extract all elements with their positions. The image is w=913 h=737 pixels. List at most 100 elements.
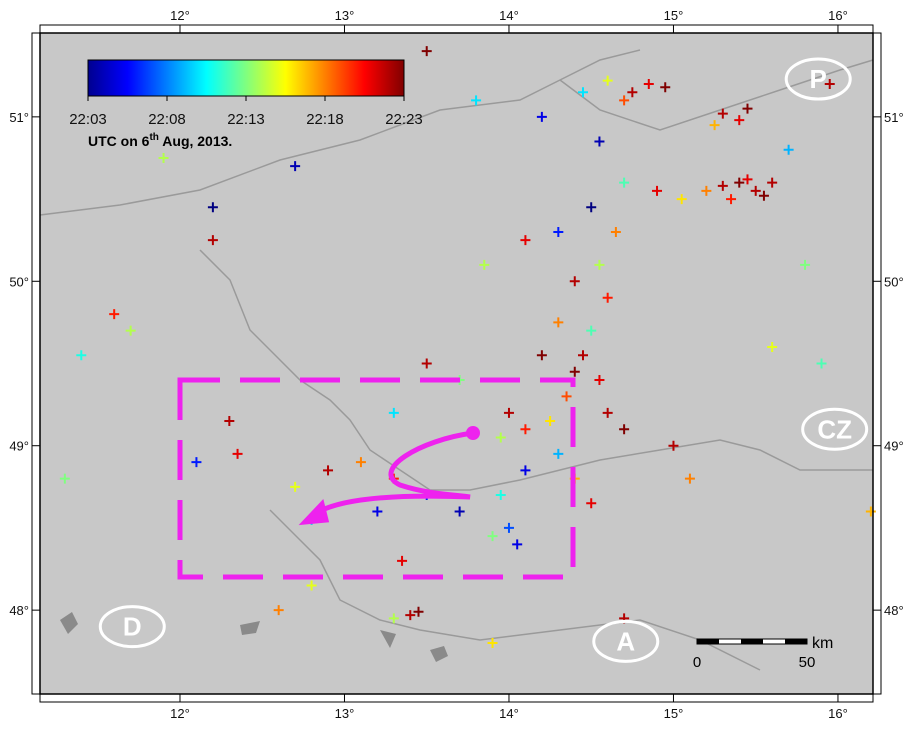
y-tick-label: 51° xyxy=(884,110,904,125)
x-tick-label: 14° xyxy=(499,8,519,23)
region-label: P xyxy=(810,64,827,94)
stroke-point xyxy=(734,177,745,188)
stroke-point xyxy=(586,325,597,336)
stroke-point xyxy=(207,235,218,246)
x-tick-label: 13° xyxy=(335,706,355,721)
stroke-point xyxy=(684,473,695,484)
region-label: D xyxy=(123,612,142,642)
caption-part: th xyxy=(149,132,158,143)
stroke-point xyxy=(610,226,621,237)
stroke-point xyxy=(619,95,630,106)
stroke-point xyxy=(421,46,432,57)
stroke-point xyxy=(561,391,572,402)
stroke-point xyxy=(487,638,498,649)
stroke-point xyxy=(323,465,334,476)
track-arrow xyxy=(298,426,480,526)
scale-label: 50 xyxy=(799,654,816,671)
colorbar-tick-label: 22:13 xyxy=(227,111,265,128)
y-tick-label: 51° xyxy=(9,110,29,125)
y-tick-label: 48° xyxy=(9,603,29,618)
stroke-point xyxy=(397,555,408,566)
stroke-point xyxy=(553,448,564,459)
axis-ticks: 12° 12° 13° 13° 14° 14° 15° 15° 16° 16° 48° 48° 49° 4… xyxy=(9,8,903,721)
stroke-point xyxy=(495,432,506,443)
stroke-point xyxy=(594,374,605,385)
stroke-point xyxy=(742,174,753,185)
stroke-point xyxy=(273,605,284,616)
stroke-point xyxy=(191,457,202,468)
stroke-point xyxy=(306,580,317,591)
region-ellipse xyxy=(98,605,166,649)
stroke-point xyxy=(717,108,728,119)
stroke-point xyxy=(767,177,778,188)
x-tick-label: 12° xyxy=(170,706,190,721)
stroke-point xyxy=(594,259,605,270)
stroke-point xyxy=(520,465,531,476)
stroke-point xyxy=(503,522,514,533)
stroke-point xyxy=(232,448,243,459)
stroke-point xyxy=(643,78,654,89)
stroke-point xyxy=(569,276,580,287)
stroke-point xyxy=(602,75,613,86)
stroke-point xyxy=(660,82,671,93)
region-box xyxy=(177,377,576,580)
stroke-point xyxy=(676,194,687,205)
region-ellipse xyxy=(801,407,869,451)
stroke-point xyxy=(717,180,728,191)
colorbar-tick-label: 22:03 xyxy=(69,111,107,128)
stroke-point xyxy=(569,366,580,377)
y-tick-label: 50° xyxy=(884,274,904,289)
stroke-point xyxy=(602,407,613,418)
frame-band xyxy=(31,32,41,695)
stroke-point xyxy=(816,358,827,369)
stroke-point xyxy=(421,358,432,369)
stroke-point xyxy=(553,317,564,328)
stroke-point xyxy=(355,457,366,468)
x-tick-label: 16° xyxy=(828,8,848,23)
y-tick-label: 48° xyxy=(884,603,904,618)
stroke-point xyxy=(577,350,588,361)
stroke-point xyxy=(405,610,416,621)
stroke-point xyxy=(652,185,663,196)
y-tick-label: 49° xyxy=(9,439,29,454)
colorbar-tick-label: 22:08 xyxy=(148,111,186,128)
stroke-point xyxy=(545,416,556,427)
x-tick-label: 13° xyxy=(335,8,355,23)
frame-band xyxy=(872,32,882,695)
scale-bar-seg xyxy=(785,639,807,644)
colorbar-tick-label: 22:23 xyxy=(385,111,423,128)
stroke-point xyxy=(76,350,87,361)
stroke-point xyxy=(109,309,120,320)
scale-bar-seg xyxy=(697,639,719,644)
stroke-point xyxy=(290,481,301,492)
stroke-point xyxy=(619,177,630,188)
stroke-point xyxy=(553,226,564,237)
stroke-point xyxy=(290,161,301,172)
stroke-point xyxy=(413,606,424,617)
stroke-point xyxy=(734,115,745,126)
stroke-point xyxy=(726,194,737,205)
stroke-point xyxy=(800,259,811,270)
y-tick-label: 49° xyxy=(884,439,904,454)
stroke-point xyxy=(454,506,465,517)
stroke-point xyxy=(520,235,531,246)
colorbar xyxy=(87,59,405,97)
stroke-point xyxy=(758,190,769,201)
stroke-point xyxy=(627,87,638,98)
stroke-point xyxy=(865,506,876,517)
stroke-point xyxy=(224,416,235,427)
stroke-point xyxy=(388,613,399,624)
region-label: A xyxy=(616,626,635,656)
stroke-point xyxy=(742,103,753,114)
y-tick-label: 50° xyxy=(9,274,29,289)
stroke-point xyxy=(602,292,613,303)
stroke-point xyxy=(619,424,630,435)
scale-label: 0 xyxy=(693,654,701,671)
region-ellipse xyxy=(784,57,852,101)
stroke-point xyxy=(207,202,218,213)
stroke-point xyxy=(783,144,794,155)
x-tick-label: 15° xyxy=(664,8,684,23)
caption-part: UTC on 6 xyxy=(88,133,150,149)
stroke-point xyxy=(479,259,490,270)
